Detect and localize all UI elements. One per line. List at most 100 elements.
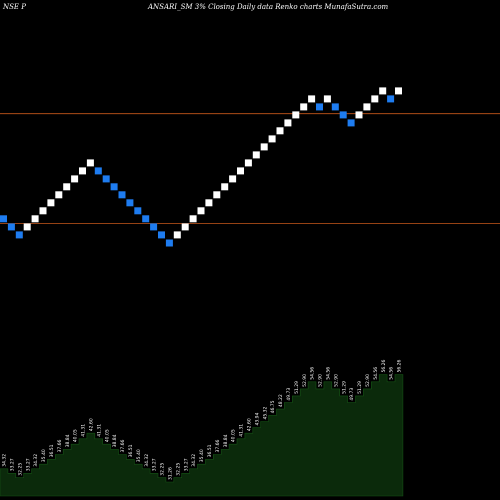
brick-value-label: 54.56 xyxy=(389,367,395,380)
brick-value-label: 35.40 xyxy=(136,449,142,462)
brick-value-label: 43.94 xyxy=(254,412,260,425)
renko-bricks xyxy=(0,87,402,247)
brick-value-label: 36.51 xyxy=(49,444,55,457)
down-brick xyxy=(158,231,165,239)
brick-value-label: 34.32 xyxy=(33,454,39,467)
brick-value-label: 36.51 xyxy=(128,444,134,457)
up-brick xyxy=(197,207,205,215)
brick-value-label: 52.90 xyxy=(333,374,339,387)
up-brick xyxy=(23,223,31,231)
down-brick xyxy=(387,95,395,103)
down-brick xyxy=(165,239,173,247)
up-brick xyxy=(308,95,316,103)
up-brick xyxy=(63,183,71,191)
brick-value-label: 42.60 xyxy=(246,418,252,431)
up-brick xyxy=(284,119,292,127)
brick-value-label: 41.31 xyxy=(96,424,102,437)
brick-value-label: 32.25 xyxy=(160,463,166,476)
brick-value-label: 34.32 xyxy=(144,454,150,467)
up-brick xyxy=(213,191,221,199)
up-brick xyxy=(79,167,86,175)
up-brick xyxy=(173,231,181,239)
up-brick xyxy=(181,223,189,231)
up-brick xyxy=(237,167,244,175)
brick-value-label: 41.31 xyxy=(239,424,245,437)
down-brick xyxy=(339,111,347,119)
up-brick xyxy=(31,215,39,223)
up-brick xyxy=(323,95,331,103)
up-brick xyxy=(363,103,371,111)
up-brick xyxy=(86,159,94,167)
up-brick xyxy=(47,199,55,207)
down-brick xyxy=(347,119,355,127)
up-brick xyxy=(252,151,260,159)
brick-value-label: 38.84 xyxy=(112,434,118,447)
brick-value-label: 32.25 xyxy=(17,463,23,476)
brick-value-label: 52.90 xyxy=(302,374,308,387)
reference-lines xyxy=(0,113,500,225)
brick-value-label: 45.32 xyxy=(262,406,268,419)
brick-value-label: 38.84 xyxy=(65,434,71,447)
brick-value-label: 36.51 xyxy=(207,444,213,457)
brick-value-label: 51.29 xyxy=(294,381,300,394)
down-brick xyxy=(134,207,142,215)
brick-value-label: 42.60 xyxy=(89,418,95,431)
brick-value-label: 33.27 xyxy=(10,458,16,471)
brick-value-label: 46.75 xyxy=(270,400,276,413)
brick-value-label: 33.27 xyxy=(152,458,158,471)
brick-value-label: 38.84 xyxy=(223,434,229,447)
brick-value-label: 35.40 xyxy=(199,449,205,462)
brick-value-label: 40.05 xyxy=(73,429,79,442)
down-brick xyxy=(142,215,150,223)
up-brick xyxy=(395,87,402,95)
up-brick xyxy=(276,127,284,135)
brick-value-label: 37.66 xyxy=(120,439,126,452)
down-brick xyxy=(102,175,110,183)
down-brick xyxy=(7,223,15,231)
brick-value-label: 54.56 xyxy=(326,367,332,380)
brick-value-label: 33.27 xyxy=(183,458,189,471)
brick-value-label: 56.26 xyxy=(397,359,403,372)
brick-value-label: 54.56 xyxy=(373,367,379,380)
up-brick xyxy=(205,199,213,207)
up-brick xyxy=(379,87,387,95)
brick-value-label: 35.40 xyxy=(41,449,47,462)
up-brick xyxy=(189,215,197,223)
brick-value-label: 48.22 xyxy=(278,394,284,407)
up-brick xyxy=(229,175,237,183)
brick-value-label: 56.26 xyxy=(381,359,387,372)
brick-value-label: 52.90 xyxy=(365,374,371,387)
down-brick xyxy=(118,191,126,199)
down-brick xyxy=(150,223,158,231)
brick-value-label: 51.29 xyxy=(341,381,347,394)
up-brick xyxy=(300,103,308,111)
brick-value-label: 33.27 xyxy=(25,458,31,471)
down-brick xyxy=(0,215,7,223)
bottom-area-panel xyxy=(0,374,404,497)
up-brick xyxy=(292,111,300,119)
brick-value-label: 34.32 xyxy=(2,454,8,467)
brick-value-label: 37.66 xyxy=(57,439,63,452)
brick-value-label: 37.66 xyxy=(215,439,221,452)
up-brick xyxy=(39,207,47,215)
up-brick xyxy=(55,191,63,199)
brick-value-label: 40.05 xyxy=(231,429,237,442)
up-brick xyxy=(244,159,252,167)
brick-value-label: 51.29 xyxy=(357,381,363,394)
exchange-label: NSE P xyxy=(2,3,26,11)
brick-value-label: 41.31 xyxy=(81,424,87,437)
brick-value-label: 34.32 xyxy=(191,454,197,467)
brick-value-label: 54.56 xyxy=(310,367,316,380)
value-labels: 34.32 33.27 32.25 33.27 34.32 35.40 36.51 37.66… xyxy=(2,359,403,480)
brick-value-label: 49.73 xyxy=(349,388,355,401)
up-brick xyxy=(71,175,79,183)
chart-title: ANSARI_SM 3% Closing Daily data Renko ch… xyxy=(147,3,389,11)
value-area xyxy=(0,374,404,497)
up-brick xyxy=(221,183,229,191)
brick-value-label: 49.73 xyxy=(286,388,292,401)
down-brick xyxy=(110,183,118,191)
up-brick xyxy=(260,143,268,151)
brick-value-label: 31.26 xyxy=(167,467,173,480)
